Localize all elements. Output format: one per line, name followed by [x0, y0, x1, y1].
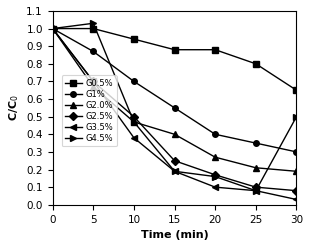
Line: G4.5%: G4.5%: [50, 21, 299, 193]
G1%: [294, 150, 298, 153]
Line: G1%: G1%: [50, 26, 299, 155]
G3.5%: [173, 170, 176, 173]
Y-axis label: C/C$_0$: C/C$_0$: [7, 94, 21, 121]
G2.5%: [91, 80, 95, 83]
G2.5%: [173, 159, 176, 162]
Line: G3.5%: G3.5%: [50, 26, 299, 202]
G3.5%: [132, 136, 136, 139]
G1%: [51, 27, 55, 30]
G0.5%: [91, 27, 95, 30]
G3.5%: [254, 189, 258, 192]
G0.5%: [51, 27, 55, 30]
G2.5%: [132, 115, 136, 118]
Legend: G0.5%, G1%, G2.0%, G2.5%, G3.5%, G4.5%: G0.5%, G1%, G2.0%, G2.5%, G3.5%, G4.5%: [62, 75, 117, 146]
G1%: [173, 106, 176, 109]
G4.5%: [91, 22, 95, 25]
G3.5%: [91, 80, 95, 83]
G1%: [91, 50, 95, 53]
G3.5%: [294, 198, 298, 201]
G1%: [132, 80, 136, 83]
Line: G2.0%: G2.0%: [50, 26, 299, 174]
X-axis label: Time (min): Time (min): [141, 230, 208, 240]
G2.0%: [173, 133, 176, 136]
G2.0%: [254, 166, 258, 169]
G4.5%: [254, 189, 258, 192]
G2.0%: [51, 27, 55, 30]
G2.0%: [91, 85, 95, 88]
G1%: [254, 142, 258, 144]
G3.5%: [213, 186, 217, 189]
G2.0%: [294, 170, 298, 173]
G4.5%: [132, 121, 136, 124]
G4.5%: [51, 27, 55, 30]
G0.5%: [254, 62, 258, 65]
G2.5%: [254, 186, 258, 189]
G2.0%: [213, 156, 217, 159]
G0.5%: [294, 89, 298, 92]
G2.5%: [213, 173, 217, 176]
G4.5%: [213, 175, 217, 178]
G0.5%: [132, 38, 136, 41]
G0.5%: [173, 48, 176, 51]
G2.5%: [294, 189, 298, 192]
G1%: [213, 133, 217, 136]
G3.5%: [51, 27, 55, 30]
G4.5%: [294, 115, 298, 118]
Line: G2.5%: G2.5%: [50, 26, 299, 193]
G2.0%: [132, 121, 136, 124]
G4.5%: [173, 170, 176, 173]
G0.5%: [213, 48, 217, 51]
G2.5%: [51, 27, 55, 30]
Line: G0.5%: G0.5%: [50, 26, 299, 93]
